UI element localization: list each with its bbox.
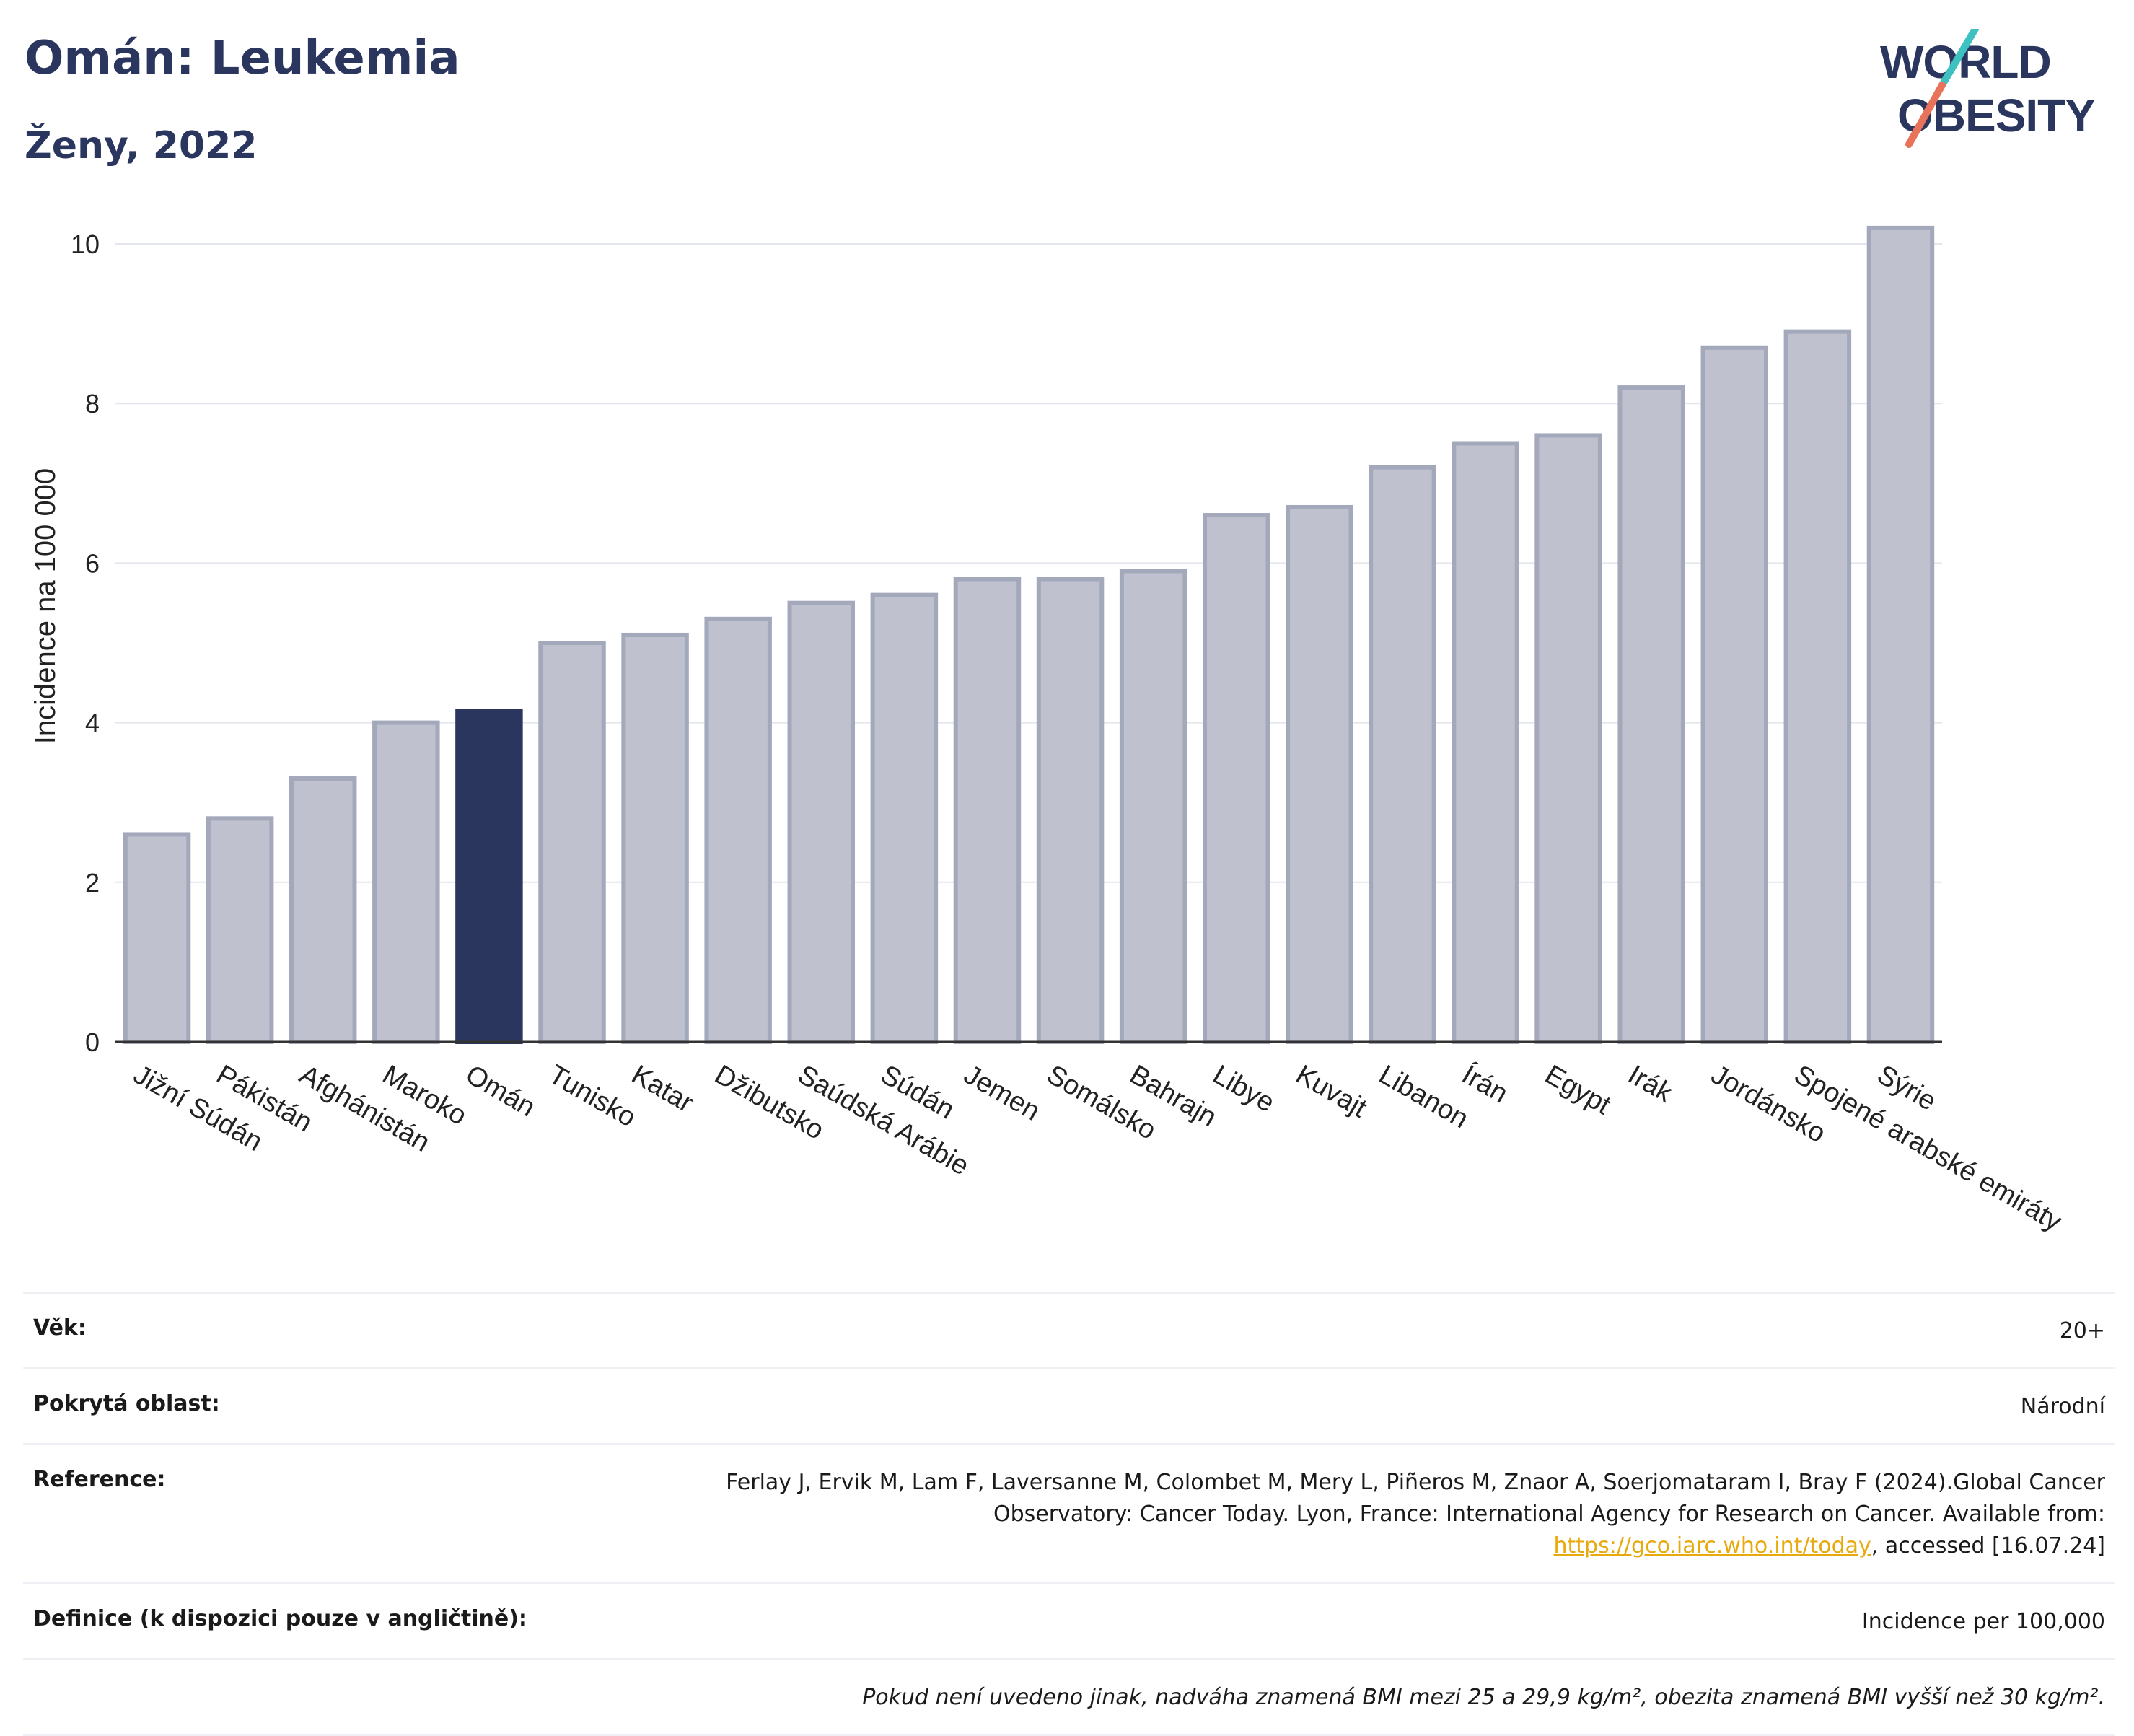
x-tick-label: Egypt xyxy=(1540,1059,1616,1121)
reference-text-2: , accessed [16.07.24] xyxy=(1871,1533,2105,1559)
meta-row-definition: Definice (k dispozici pouze v angličtině… xyxy=(23,1582,2115,1658)
meta-row-note: Pokud není uvedeno jinak, nadváha znamen… xyxy=(23,1658,2115,1736)
bar-18 xyxy=(1617,385,1685,1044)
bar-0 xyxy=(123,832,191,1044)
y-axis-label: Incidence na 100 000 xyxy=(30,468,61,745)
y-tick-label: 0 xyxy=(85,1027,100,1057)
bar-13 xyxy=(1202,513,1270,1044)
x-tick-label: Omán xyxy=(460,1059,540,1123)
reference-value: Ferlay J, Ervik M, Lam F, Laversanne M, … xyxy=(662,1467,2105,1562)
x-tick-label: Libanon xyxy=(1374,1059,1473,1134)
coverage-label: Pokrytá oblast: xyxy=(33,1391,220,1416)
bar-16 xyxy=(1452,441,1519,1044)
reference-text-1: Ferlay J, Ervik M, Lam F, Laversanne M, … xyxy=(726,1470,2105,1527)
bar-4 xyxy=(455,709,523,1044)
definition-value: Incidence per 100,000 xyxy=(1861,1609,2105,1634)
y-tick-label: 8 xyxy=(85,389,100,418)
bar-20 xyxy=(1783,329,1852,1045)
age-label: Věk: xyxy=(33,1315,87,1341)
bar-15 xyxy=(1369,465,1436,1044)
bar-2 xyxy=(289,776,357,1045)
chart-title: Omán: Leukemia xyxy=(25,32,460,85)
x-tick-label: Írán xyxy=(1457,1058,1513,1109)
bar-5 xyxy=(538,641,606,1044)
y-tick-label: 10 xyxy=(71,229,100,259)
bar-14 xyxy=(1286,504,1353,1044)
coverage-value: Národní xyxy=(2020,1394,2105,1419)
bar-12 xyxy=(1119,569,1187,1044)
bar-17 xyxy=(1534,433,1602,1044)
bar-11 xyxy=(1036,577,1105,1044)
bars xyxy=(123,225,1935,1045)
meta-table: Věk: 20+ Pokrytá oblast: Národní Referen… xyxy=(23,1292,2115,1736)
bar-8 xyxy=(787,600,856,1044)
x-tick-label: Irák xyxy=(1623,1059,1678,1109)
logo-slash-coral xyxy=(1905,82,1946,148)
x-tick-label: Kuvajt xyxy=(1291,1059,1372,1123)
bar-21 xyxy=(1866,225,1935,1044)
x-tick-labels: Jižní SúdánPákistánAfghánistánMarokoOmán… xyxy=(128,1058,2067,1237)
logo-slash-teal xyxy=(1938,29,1979,89)
meta-row-reference: Reference: Ferlay J, Ervik M, Lam F, Lav… xyxy=(23,1443,2115,1582)
meta-row-coverage: Pokrytá oblast: Národní xyxy=(23,1367,2115,1443)
bar-9 xyxy=(870,592,939,1044)
y-tick-label: 6 xyxy=(85,548,100,578)
y-tick-label: 2 xyxy=(85,868,100,898)
x-tick-label: Jemen xyxy=(959,1059,1045,1126)
chart-subtitle: Ženy, 2022 xyxy=(25,124,258,167)
bar-chart: 0 2 4 6 8 10 Jižní SúdánPákistánAfghánistánMa… xyxy=(30,225,2067,1237)
reference-link[interactable]: https://gco.iarc.who.int/today xyxy=(1553,1533,1871,1559)
x-tick-label: Tunisko xyxy=(543,1059,641,1133)
logo-line2: OBESITY xyxy=(1897,89,2095,141)
world-obesity-logo: WORLD OBESITY xyxy=(1880,29,2096,148)
definition-label: Definice (k dispozici pouze v angličtině… xyxy=(33,1606,527,1631)
bar-3 xyxy=(372,720,440,1044)
y-tick-labels: 0 2 4 6 8 10 xyxy=(71,229,100,1057)
bar-7 xyxy=(704,616,772,1044)
age-value: 20+ xyxy=(2059,1318,2105,1343)
bar-19 xyxy=(1700,345,1769,1044)
bar-1 xyxy=(206,816,274,1044)
meta-row-age: Věk: 20+ xyxy=(23,1292,2115,1367)
y-tick-label: 4 xyxy=(85,709,100,738)
bar-6 xyxy=(621,632,689,1044)
reference-label: Reference: xyxy=(33,1467,166,1492)
bar-10 xyxy=(953,577,1022,1044)
